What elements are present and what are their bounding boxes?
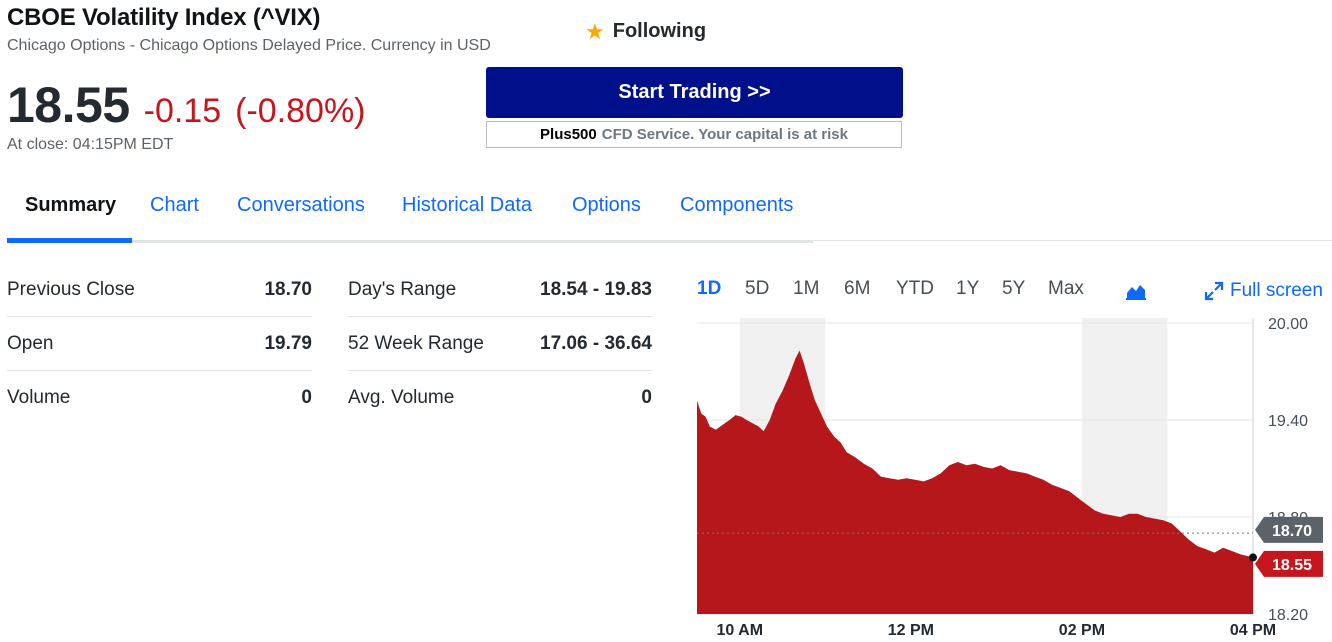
tabs-divider bbox=[7, 240, 813, 243]
x-tick-label: 12 PM bbox=[888, 622, 934, 639]
last-price-tag: 18.55 bbox=[1272, 557, 1312, 574]
price-change-percent: (-0.80%) bbox=[235, 92, 366, 130]
current-price: 18.55 bbox=[7, 77, 130, 133]
tab-conversations[interactable]: Conversations bbox=[237, 194, 365, 216]
stat-row: Open 19.79 bbox=[7, 317, 312, 371]
stat-row: Previous Close 18.70 bbox=[7, 263, 312, 317]
stats-table-right: Day's Range 18.54 - 19.83 52 Week Range … bbox=[348, 263, 652, 425]
quote-header: 18.55 -0.15 (-0.80%) bbox=[7, 76, 366, 134]
quote-tabs: Summary Chart Conversations Historical D… bbox=[7, 182, 1332, 243]
range-6m[interactable]: 6M bbox=[844, 278, 871, 299]
mountain-chart-icon[interactable] bbox=[1126, 282, 1146, 300]
stat-value: 18.70 bbox=[264, 278, 312, 300]
range-1d[interactable]: 1D bbox=[697, 278, 722, 299]
tabs-divider-right bbox=[813, 240, 1332, 241]
tab-summary[interactable]: Summary bbox=[25, 194, 117, 216]
x-tick-label: 02 PM bbox=[1059, 622, 1105, 639]
stat-value: 17.06 - 36.64 bbox=[540, 332, 652, 354]
range-max[interactable]: Max bbox=[1048, 278, 1084, 299]
previous-close-tag-bg bbox=[1255, 516, 1323, 543]
y-tick-label: 18.20 bbox=[1268, 607, 1308, 624]
active-tab-indicator bbox=[7, 238, 132, 243]
range-1y[interactable]: 1Y bbox=[956, 278, 980, 299]
y-tick-label: 20.00 bbox=[1268, 316, 1308, 333]
stat-row: Volume 0 bbox=[7, 371, 312, 425]
stat-label: Open bbox=[7, 332, 54, 354]
hour-band bbox=[739, 318, 826, 614]
price-change: -0.15 bbox=[143, 92, 222, 130]
x-tick-label: 04 PM bbox=[1230, 622, 1276, 639]
stat-value: 19.79 bbox=[264, 332, 312, 354]
hour-band bbox=[1081, 318, 1168, 614]
stats-table-left: Previous Close 18.70 Open 19.79 Volume 0 bbox=[7, 263, 312, 425]
stat-label: Avg. Volume bbox=[348, 387, 455, 408]
ad-disclaimer[interactable]: Plus500 CFD Service. Your capital is at … bbox=[486, 121, 902, 148]
tab-chart[interactable]: Chart bbox=[150, 194, 199, 216]
stat-label: Volume bbox=[7, 387, 71, 408]
expand-icon bbox=[1204, 281, 1224, 301]
stat-value: 0 bbox=[641, 387, 652, 408]
range-5d[interactable]: 5D bbox=[745, 278, 770, 299]
full-screen-button[interactable]: Full screen bbox=[1204, 280, 1323, 302]
ad-risk-note: CFD Service. Your capital is at risk bbox=[601, 126, 848, 143]
exchange-subtitle: Chicago Options - Chicago Options Delaye… bbox=[7, 37, 491, 54]
stat-row: 52 Week Range 17.06 - 36.64 bbox=[348, 317, 652, 371]
stat-value: 0 bbox=[301, 387, 312, 408]
y-tick-label: 18.80 bbox=[1268, 510, 1308, 527]
stat-label: Day's Range bbox=[348, 278, 457, 300]
y-tick-label: 19.40 bbox=[1268, 413, 1308, 430]
stat-label: Previous Close bbox=[7, 278, 135, 300]
stat-row: Avg. Volume 0 bbox=[348, 371, 652, 425]
page-title: CBOE Volatility Index (^VIX) bbox=[7, 4, 321, 31]
tab-components[interactable]: Components bbox=[680, 194, 794, 216]
previous-close-tag: 18.70 bbox=[1272, 523, 1312, 540]
close-time: At close: 04:15PM EDT bbox=[7, 136, 174, 153]
last-price-tag-bg bbox=[1255, 550, 1323, 577]
star-icon: ★ bbox=[585, 18, 605, 44]
start-trading-button[interactable]: Start Trading >> bbox=[486, 67, 903, 118]
following-label: Following bbox=[612, 20, 707, 42]
tab-historical-data[interactable]: Historical Data bbox=[402, 194, 533, 216]
range-5y[interactable]: 5Y bbox=[1002, 278, 1026, 299]
stat-value: 18.54 - 19.83 bbox=[540, 278, 652, 300]
stat-row: Day's Range 18.54 - 19.83 bbox=[348, 263, 652, 317]
stat-label: 52 Week Range bbox=[348, 332, 484, 354]
full-screen-label: Full screen bbox=[1230, 280, 1323, 301]
range-ytd[interactable]: YTD bbox=[896, 278, 934, 299]
tab-options[interactable]: Options bbox=[572, 194, 641, 216]
last-price-dot bbox=[1249, 553, 1257, 562]
following-button[interactable]: ★ Following bbox=[585, 20, 706, 43]
x-tick-label: 10 AM bbox=[717, 622, 764, 639]
price-area bbox=[697, 350, 1253, 614]
ad-brand: Plus500 bbox=[540, 126, 597, 143]
range-1m[interactable]: 1M bbox=[793, 278, 820, 299]
